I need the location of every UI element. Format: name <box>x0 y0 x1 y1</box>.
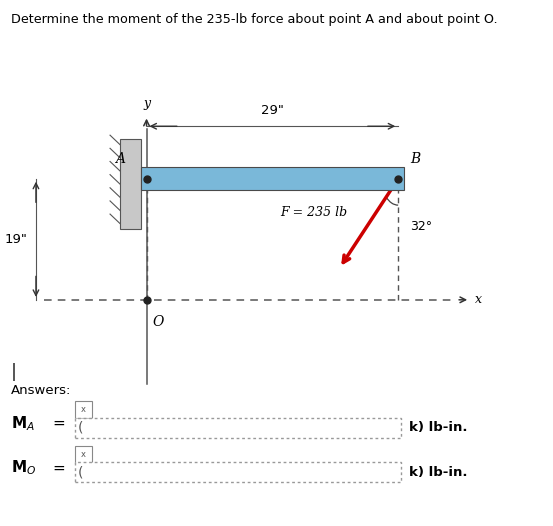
Text: x: x <box>81 405 86 414</box>
Bar <box>75 462 401 482</box>
Bar <box>75 446 92 463</box>
Text: =: = <box>53 461 65 476</box>
Text: k) lb-in.: k) lb-in. <box>409 466 468 479</box>
Text: =: = <box>53 416 65 431</box>
Text: k) lb-in.: k) lb-in. <box>409 421 468 434</box>
Text: O: O <box>152 315 164 329</box>
Text: F = 235 lb: F = 235 lb <box>280 206 347 219</box>
Text: B: B <box>410 151 421 166</box>
Text: |: | <box>11 363 17 381</box>
Text: y: y <box>143 97 150 110</box>
Bar <box>75 418 401 438</box>
Text: (: ( <box>78 466 84 479</box>
Text: 19": 19" <box>5 233 28 246</box>
Text: (: ( <box>78 421 84 434</box>
Text: 32°: 32° <box>410 220 432 232</box>
Bar <box>75 401 92 418</box>
Text: 29": 29" <box>261 104 284 117</box>
Text: x: x <box>81 450 86 459</box>
Bar <box>141 167 404 190</box>
Text: A: A <box>115 151 125 166</box>
Text: Answers:: Answers: <box>11 384 71 397</box>
Text: $\mathbf{M}_O$: $\mathbf{M}_O$ <box>11 459 36 478</box>
Text: x: x <box>474 294 482 306</box>
Text: Determine the moment of the 235-lb force about point A and about point O.: Determine the moment of the 235-lb force… <box>11 13 498 26</box>
Text: $\mathbf{M}_A$: $\mathbf{M}_A$ <box>11 414 35 433</box>
Bar <box>120 139 141 229</box>
